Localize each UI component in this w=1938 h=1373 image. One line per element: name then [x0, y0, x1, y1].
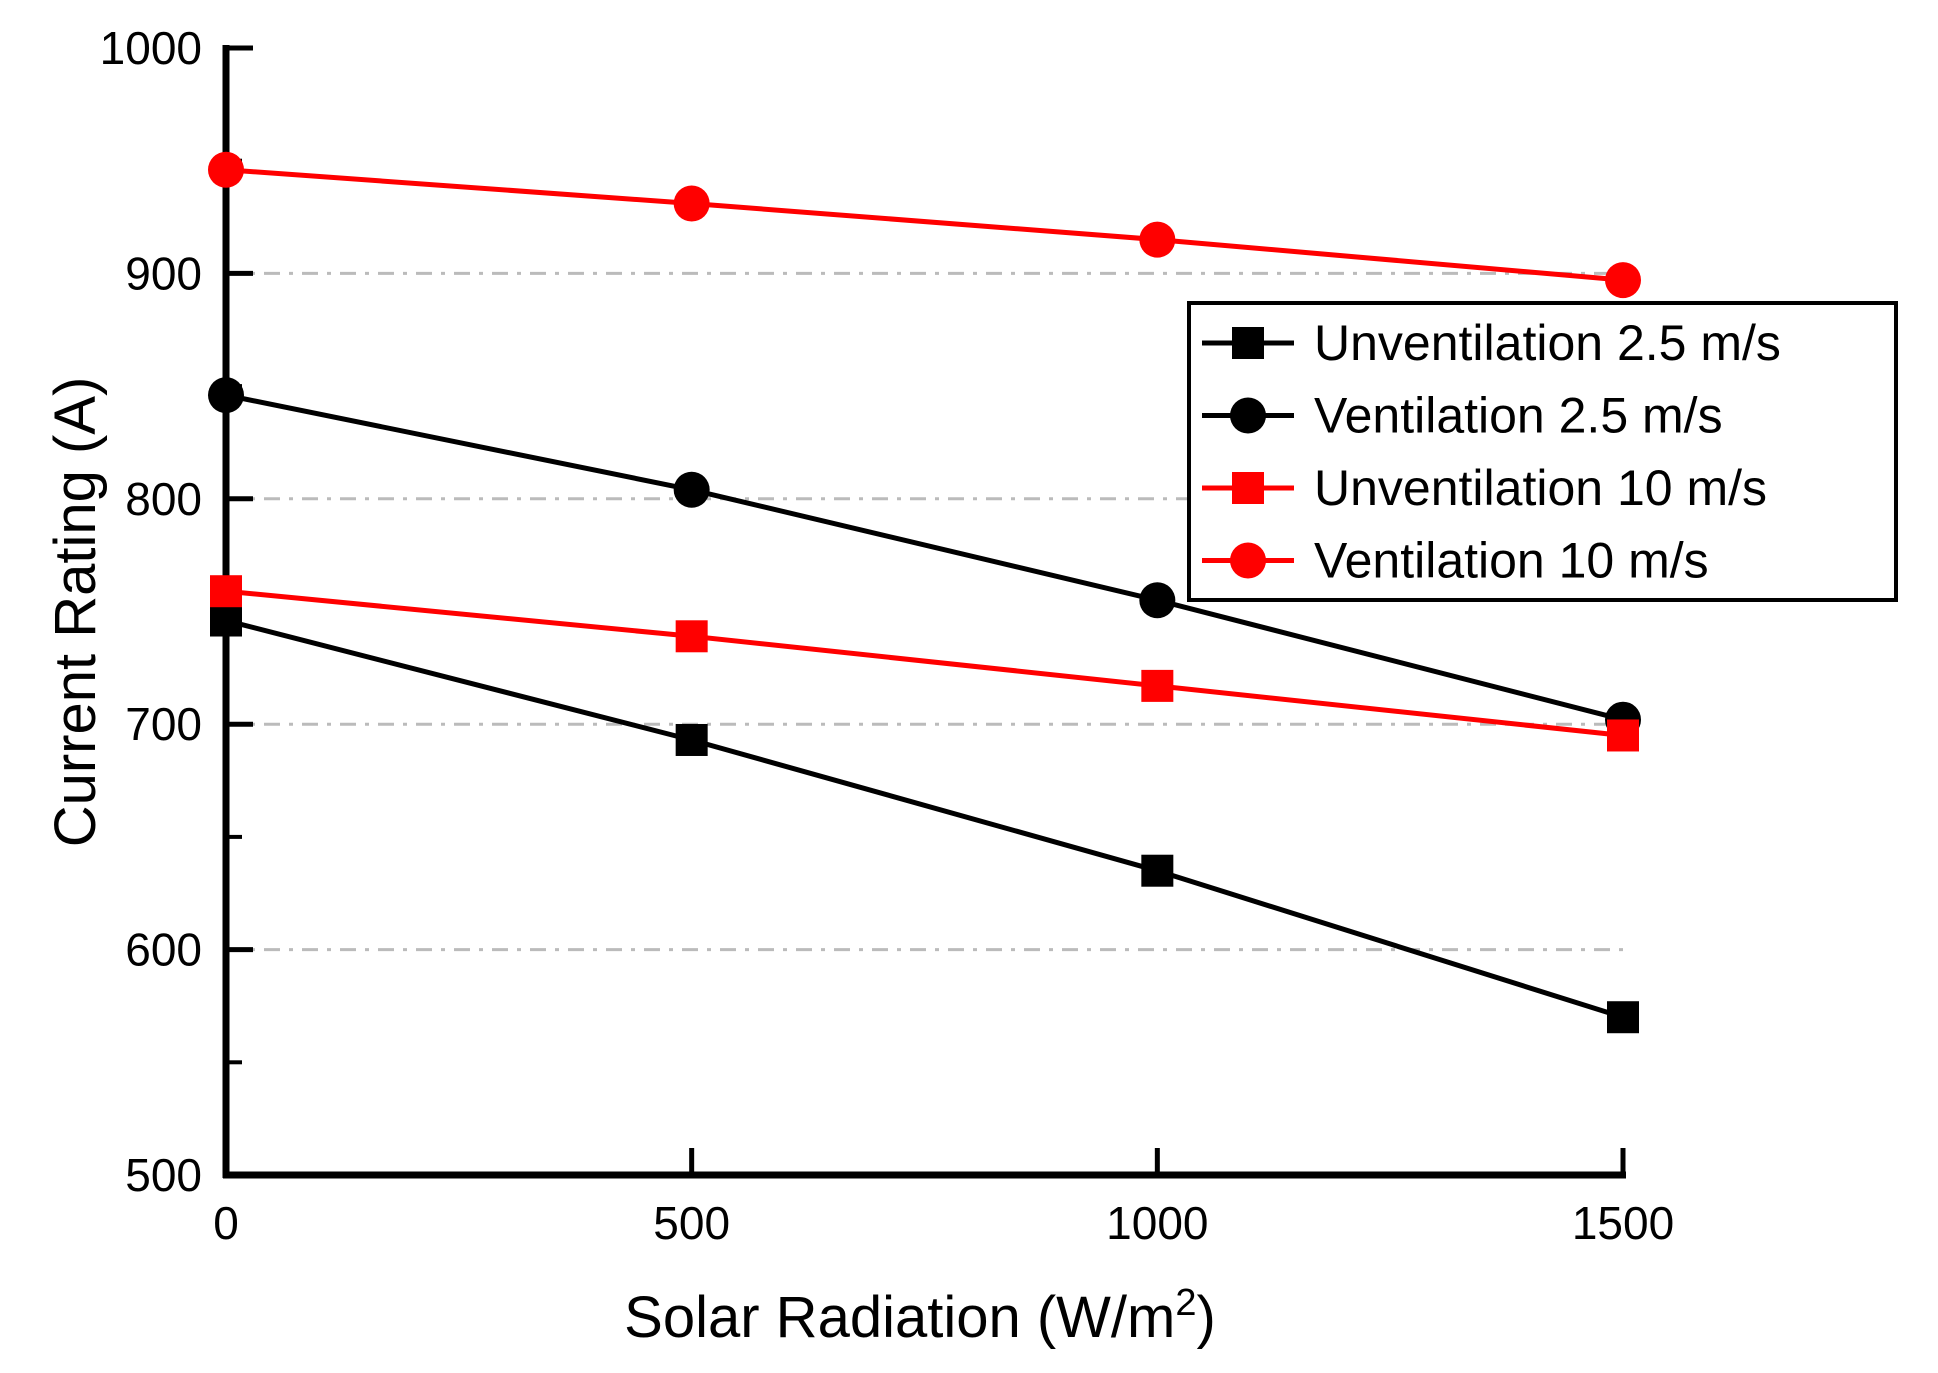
data-point-marker-circle: [1139, 221, 1176, 258]
legend: Unventilation 2.5 m/s Ventilation 2.5 m/s…: [1187, 301, 1898, 602]
series-ventilation-10-m-s: [208, 151, 1641, 299]
legend-entry-1: Unventilation 2.5 m/s: [1202, 315, 1781, 371]
x-axis-title: Solar Radiation (W/m2): [624, 1282, 1216, 1350]
series-unventilation-2.5-m-s: [210, 604, 1639, 1034]
x-tick-label-0: 0: [213, 1197, 239, 1249]
data-point-marker-square: [210, 575, 242, 608]
x-tick-label-1500: 1500: [1572, 1197, 1674, 1249]
data-point-marker-circle: [673, 471, 710, 508]
data-point-marker-square: [1607, 1001, 1639, 1034]
data-point-marker-square: [675, 620, 708, 653]
data-point-marker-circle: [1139, 582, 1176, 619]
y-tick-label-500: 500: [125, 1149, 202, 1201]
data-point-marker-circle: [208, 377, 244, 414]
y-axis-title: Current Rating (A): [43, 377, 108, 848]
legend-marker-circle: [1230, 397, 1266, 434]
legend-entry-4: Ventilation 10 m/s: [1202, 533, 1709, 589]
series-line: [225, 618, 1624, 1020]
data-point-marker-square: [675, 723, 708, 756]
legend-entry-2: Ventilation 2.5 m/s: [1202, 388, 1723, 444]
data-point-marker-circle: [1605, 262, 1641, 299]
x-tick-label-500: 500: [653, 1197, 730, 1249]
y-tick-label-700: 700: [125, 698, 202, 750]
series-line: [225, 167, 1624, 283]
legend-marker-square: [1232, 327, 1264, 359]
data-point-marker-circle: [208, 151, 244, 188]
series-unventilation-10-m-s: [210, 575, 1639, 752]
legend-entry-3: Unventilation 10 m/s: [1202, 460, 1767, 516]
data-point-marker-square: [1141, 854, 1174, 887]
legend-label: Ventilation 2.5 m/s: [1314, 388, 1723, 444]
y-tick-label-800: 800: [125, 473, 202, 525]
gridlines: [226, 271, 1623, 952]
data-point-marker-circle: [673, 185, 710, 222]
legend-marker-circle: [1230, 542, 1266, 579]
data-point-marker-square: [1141, 669, 1174, 702]
data-point-marker-square: [210, 604, 242, 637]
data-series: [208, 151, 1641, 1034]
legend-label: Unventilation 2.5 m/s: [1314, 315, 1781, 371]
legend-box: [1187, 301, 1898, 602]
y-tick-label-600: 600: [125, 924, 202, 976]
series-line: [225, 392, 1624, 723]
x-tick-label-1000: 1000: [1106, 1197, 1208, 1249]
legend-label: Ventilation 10 m/s: [1314, 533, 1709, 589]
data-point-marker-square: [1607, 719, 1639, 752]
y-tick-label-1000: 1000: [100, 22, 202, 74]
series-line: [225, 588, 1624, 738]
legend-marker-square: [1232, 472, 1264, 504]
y-tick-label-900: 900: [125, 247, 202, 299]
legend-label: Unventilation 10 m/s: [1314, 460, 1767, 516]
